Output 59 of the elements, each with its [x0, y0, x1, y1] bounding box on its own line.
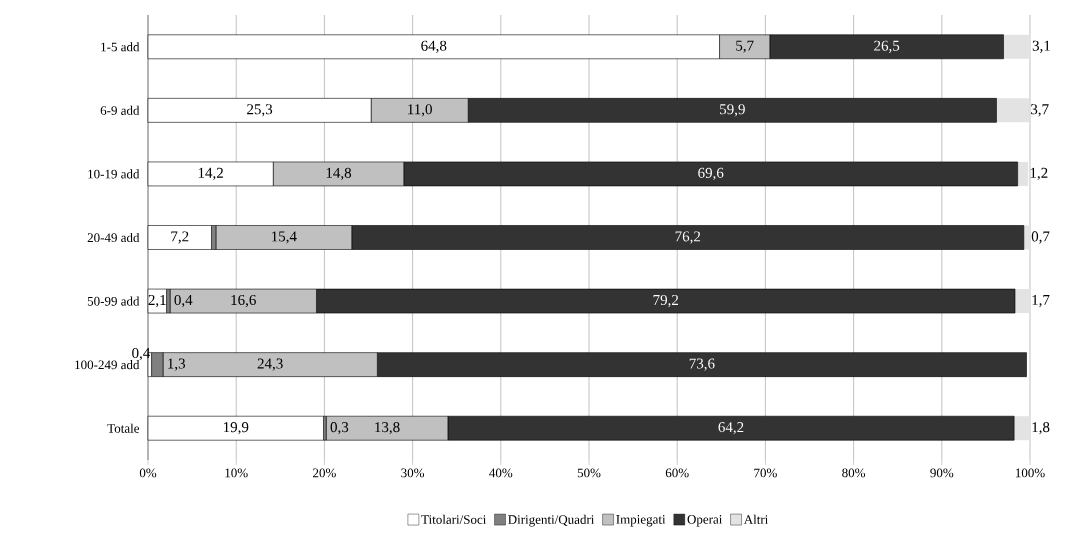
bar [1023, 225, 1030, 250]
data-label: 64,2 [718, 422, 744, 435]
y-tick-label: 10-19 add [88, 169, 140, 179]
data-label: 0,4 [174, 294, 193, 308]
x-tick-label: 20% [313, 468, 336, 478]
data-label: 1,3 [168, 358, 186, 371]
data-label: 69,6 [698, 167, 724, 181]
legend-label: Operai [687, 515, 723, 527]
data-label: 1,8 [1032, 422, 1050, 435]
x-tick-label: 70% [754, 468, 777, 478]
data-label: 0,4 [132, 347, 151, 361]
x-tick-label: 100% [1015, 468, 1045, 478]
legend-label: Titolari/Soci [421, 514, 487, 524]
y-tick-label: 1-5 add [101, 42, 140, 52]
bar [1015, 289, 1030, 314]
data-label: 76,2 [675, 231, 701, 244]
x-tick-label: 90% [930, 468, 954, 478]
legend-label: Dirigenti/Quadri [508, 514, 595, 527]
data-label: 24,3 [257, 358, 283, 371]
x-tick-label: 50% [577, 468, 601, 478]
y-tick-label: Totale [107, 423, 140, 433]
data-label: 25,3 [247, 104, 273, 117]
data-label: 14,8 [326, 167, 352, 181]
legend-label: Impiegati [616, 515, 666, 527]
data-label: 7,2 [171, 231, 189, 244]
x-tick-label: 80% [842, 468, 866, 478]
data-label: 1,7 [1032, 294, 1050, 308]
y-tick-label: 20-49 add [87, 232, 140, 243]
data-label: 15,4 [272, 231, 297, 244]
data-label: 11,0 [408, 104, 432, 117]
legend-label: Altri [743, 514, 769, 524]
x-tick-label: 40% [489, 468, 513, 478]
data-label: 19,9 [223, 422, 249, 435]
data-label: 3,7 [1031, 104, 1049, 117]
data-label: 16,6 [231, 294, 256, 308]
data-label: 13,8 [375, 422, 400, 435]
bar [1017, 161, 1029, 186]
x-tick-label: 30% [401, 468, 425, 478]
data-label: 73,6 [689, 358, 715, 371]
data-label: 0,3 [330, 422, 349, 435]
data-label: 79,2 [653, 294, 679, 308]
data-label: 5,7 [736, 40, 754, 53]
y-tick-label: 50-99 add [87, 296, 140, 306]
y-tick-label: 100-249 add [75, 360, 140, 370]
x-tick-label: 10% [225, 468, 248, 478]
data-label: 3,1 [1032, 40, 1050, 53]
data-label: 1,2 [1030, 167, 1048, 181]
data-label: 2,1 [148, 294, 166, 308]
bar [996, 98, 1030, 123]
x-tick-label: 0% [139, 468, 157, 478]
x-tick-label: 60% [665, 468, 689, 478]
bar [1003, 34, 1031, 59]
data-label: 64,8 [421, 40, 447, 53]
bar [1014, 416, 1030, 441]
data-label: 59,9 [720, 104, 745, 117]
y-tick-label: 6-9 add [100, 105, 140, 115]
data-label: 14,2 [198, 167, 223, 181]
data-label: 0,7 [1031, 231, 1050, 244]
data-label: 26,5 [874, 40, 900, 53]
